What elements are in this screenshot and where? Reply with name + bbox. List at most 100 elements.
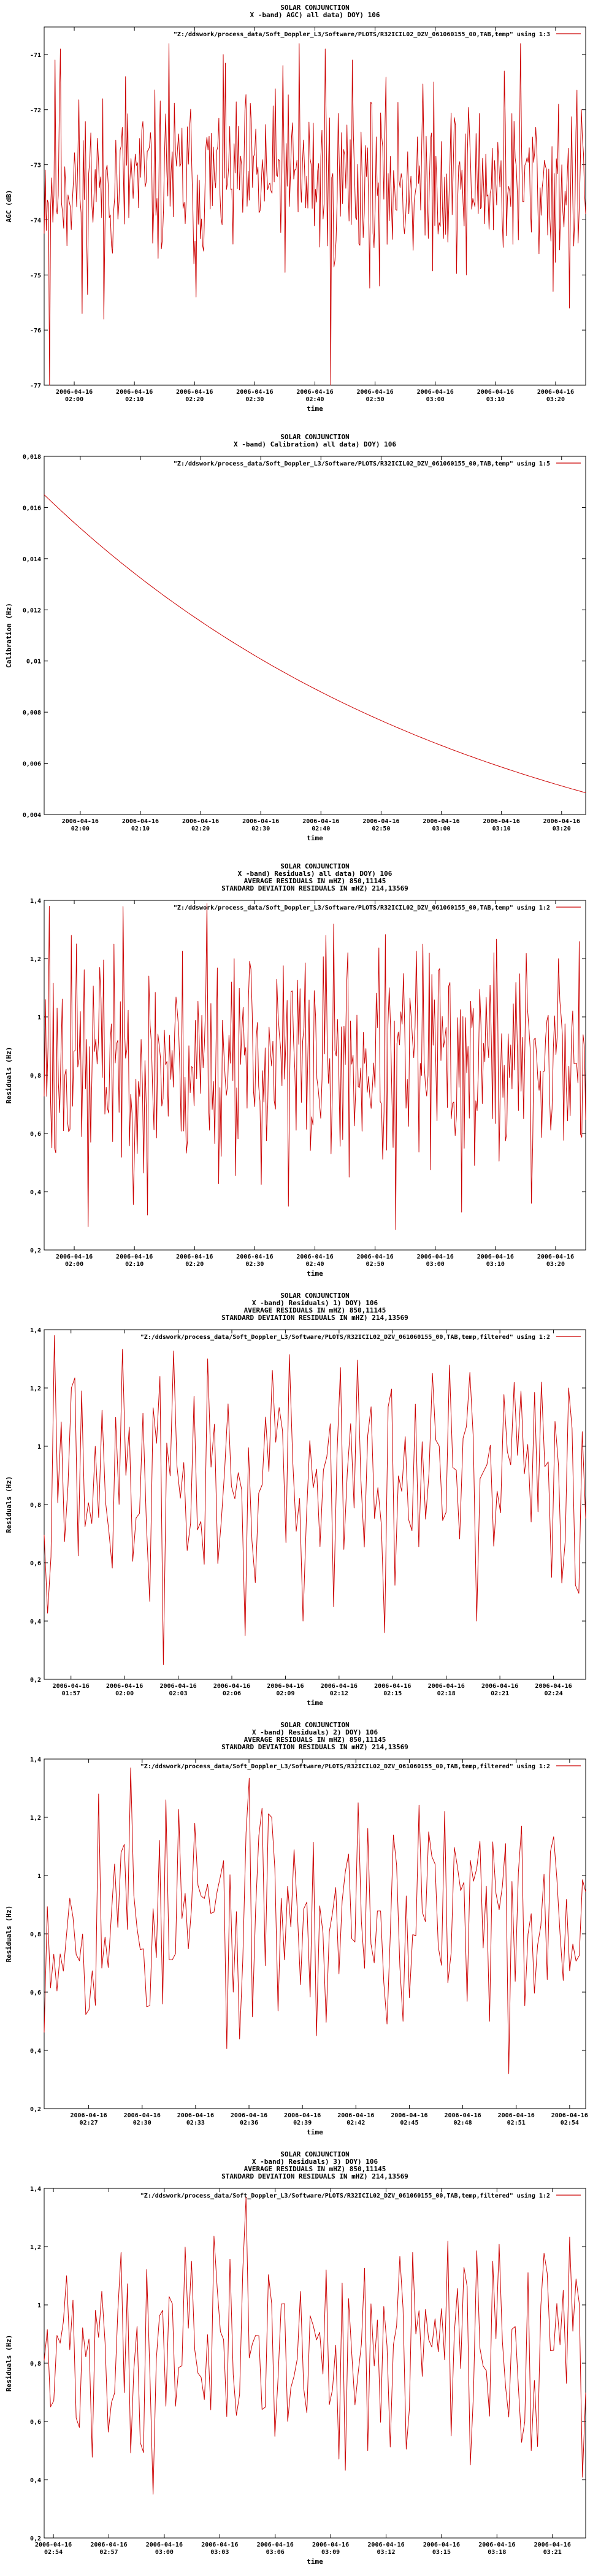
y-tick-label: 0,6: [30, 2419, 41, 2426]
x-tick-label-time: 02:00: [115, 1690, 134, 1697]
x-tick-label-date: 2006-04-16: [122, 818, 159, 825]
y-tick-label: 0,01: [26, 659, 41, 665]
x-tick-label-date: 2006-04-16: [201, 2542, 238, 2548]
x-tick-label-date: 2006-04-16: [213, 1683, 250, 1690]
y-tick-label: 0,6: [30, 1131, 41, 1138]
chart-title-line: AVERAGE RESIDUALS IN mHZ) 850,11145: [244, 1306, 386, 1314]
x-tick-label-time: 02:10: [125, 396, 144, 403]
x-tick-label-date: 2006-04-16: [423, 818, 459, 825]
x-tick-label-time: 03:21: [543, 2549, 562, 2556]
series-line: [44, 2196, 586, 2495]
y-tick-label: -77: [30, 383, 41, 389]
y-tick-label: 0,2: [30, 2106, 41, 2113]
x-tick-label-date: 2006-04-16: [257, 2542, 294, 2548]
chart-title-line: SOLAR CONJUNCTION: [280, 433, 350, 441]
x-tick-label-time: 03:15: [432, 2549, 451, 2556]
x-tick-label-date: 2006-04-16: [236, 1254, 273, 1260]
x-tick-label-date: 2006-04-16: [478, 2542, 515, 2548]
x-tick-label-date: 2006-04-16: [312, 2542, 349, 2548]
y-tick-label: 0,2: [30, 1677, 41, 1684]
series-line: [44, 43, 586, 386]
x-tick-label-date: 2006-04-16: [374, 1683, 411, 1690]
legend-label: "Z:/ddswork/process_data/Soft_Doppler_L3…: [174, 904, 550, 911]
x-tick-label-date: 2006-04-16: [267, 1683, 304, 1690]
x-tick-label-time: 02:15: [383, 1690, 402, 1697]
y-tick-label: 0,016: [23, 505, 41, 512]
legend-label: "Z:/ddswork/process_data/Soft_Doppler_L3…: [140, 2192, 550, 2199]
y-axis-label: Residuals (Hz): [5, 2335, 13, 2392]
x-tick-label-time: 02:20: [185, 1261, 204, 1268]
x-tick-label-date: 2006-04-16: [543, 818, 580, 825]
chart-title-line: SOLAR CONJUNCTION: [280, 4, 350, 12]
calibration-chart-panel: SOLAR CONJUNCTION X -band) Calibration) a…: [0, 429, 601, 853]
x-tick-label-time: 02:12: [330, 1690, 348, 1697]
y-tick-label: -75: [30, 272, 41, 279]
x-tick-label-date: 2006-04-16: [423, 2542, 460, 2548]
chart-title-line: X -band) Residuals) 2) DOY) 106: [252, 1728, 378, 1736]
x-tick-label-date: 2006-04-16: [321, 1683, 358, 1690]
chart-title-line: X -band) AGC) all data) DOY) 106: [250, 11, 380, 19]
y-axis-label: Residuals (Hz): [5, 1047, 13, 1104]
chart-title-line: SOLAR CONJUNCTION: [280, 1292, 350, 1300]
x-tick-label-time: 03:12: [377, 2549, 395, 2556]
x-tick-label-time: 02:40: [305, 1261, 324, 1268]
x-tick-label-time: 02:45: [400, 2120, 418, 2126]
residuals-3-chart-panel: SOLAR CONJUNCTION X -band) Residuals) 3) …: [0, 2147, 601, 2576]
x-tick-label-time: 03:10: [492, 826, 511, 832]
x-tick-label-time: 02:09: [276, 1690, 294, 1697]
x-tick-label-time: 02:21: [491, 1690, 509, 1697]
x-tick-label-date: 2006-04-16: [231, 2112, 267, 2119]
y-tick-label: 1: [37, 1873, 41, 1880]
y-tick-label: -73: [30, 163, 41, 169]
x-tick-label-date: 2006-04-16: [535, 1683, 572, 1690]
series-line: [44, 903, 586, 1230]
x-tick-label-date: 2006-04-16: [296, 389, 333, 396]
x-tick-label-time: 02:54: [44, 2549, 63, 2556]
x-tick-label-date: 2006-04-16: [236, 389, 273, 396]
x-tick-label-date: 2006-04-16: [477, 1254, 514, 1260]
x-tick-label-time: 02:10: [131, 826, 150, 832]
x-tick-label-time: 03:03: [210, 2549, 229, 2556]
x-axis-label: time: [307, 1699, 323, 1707]
x-tick-label-time: 02:00: [65, 396, 83, 403]
x-tick-label-date: 2006-04-16: [391, 2112, 427, 2119]
x-tick-label-time: 02:50: [372, 826, 390, 832]
plot-frame: [44, 456, 586, 815]
x-tick-label-time: 02:33: [186, 2120, 205, 2126]
x-tick-label-date: 2006-04-16: [71, 2112, 107, 2119]
x-tick-label-date: 2006-04-16: [146, 2542, 183, 2548]
x-tick-label-time: 02:48: [454, 2120, 472, 2126]
chart-title-line: STANDARD DEVIATION RESIDUALS IN mHZ) 214…: [221, 1743, 408, 1751]
x-tick-label-time: 02:30: [133, 2120, 151, 2126]
x-tick-label-time: 01:57: [62, 1690, 80, 1697]
y-tick-label: 0,006: [23, 761, 41, 768]
x-tick-label-time: 02:06: [223, 1690, 241, 1697]
x-tick-label-date: 2006-04-16: [106, 1683, 143, 1690]
x-tick-label-time: 02:50: [366, 1261, 385, 1268]
chart-title-line: SOLAR CONJUNCTION: [280, 1721, 350, 1729]
x-tick-label-date: 2006-04-16: [537, 1254, 574, 1260]
y-tick-label: 0,8: [30, 1073, 41, 1079]
plot-frame: [44, 1329, 586, 1680]
x-axis-label: time: [307, 1270, 323, 1278]
y-tick-label: 1: [37, 1444, 41, 1451]
x-tick-label-date: 2006-04-16: [176, 1254, 213, 1260]
x-tick-label-date: 2006-04-16: [417, 1254, 454, 1260]
legend-label: "Z:/ddswork/process_data/Soft_Doppler_L3…: [174, 31, 550, 38]
series-line: [44, 1767, 586, 2074]
x-tick-label-date: 2006-04-16: [337, 2112, 374, 2119]
y-tick-label: 1,4: [30, 2186, 41, 2193]
y-tick-label: 0,6: [30, 1990, 41, 1996]
y-tick-label: 0,8: [30, 1931, 41, 1938]
x-tick-label-date: 2006-04-16: [116, 1254, 153, 1260]
x-tick-label-time: 02:30: [245, 1261, 264, 1268]
y-tick-label: 0,008: [23, 710, 41, 716]
y-axis-label: Calibration (Hz): [5, 603, 13, 668]
legend-label: "Z:/ddswork/process_data/Soft_Doppler_L3…: [174, 460, 550, 467]
legend-label: "Z:/ddswork/process_data/Soft_Doppler_L3…: [140, 1333, 550, 1341]
series-line: [44, 494, 586, 793]
x-tick-label-time: 03:00: [155, 2549, 174, 2556]
